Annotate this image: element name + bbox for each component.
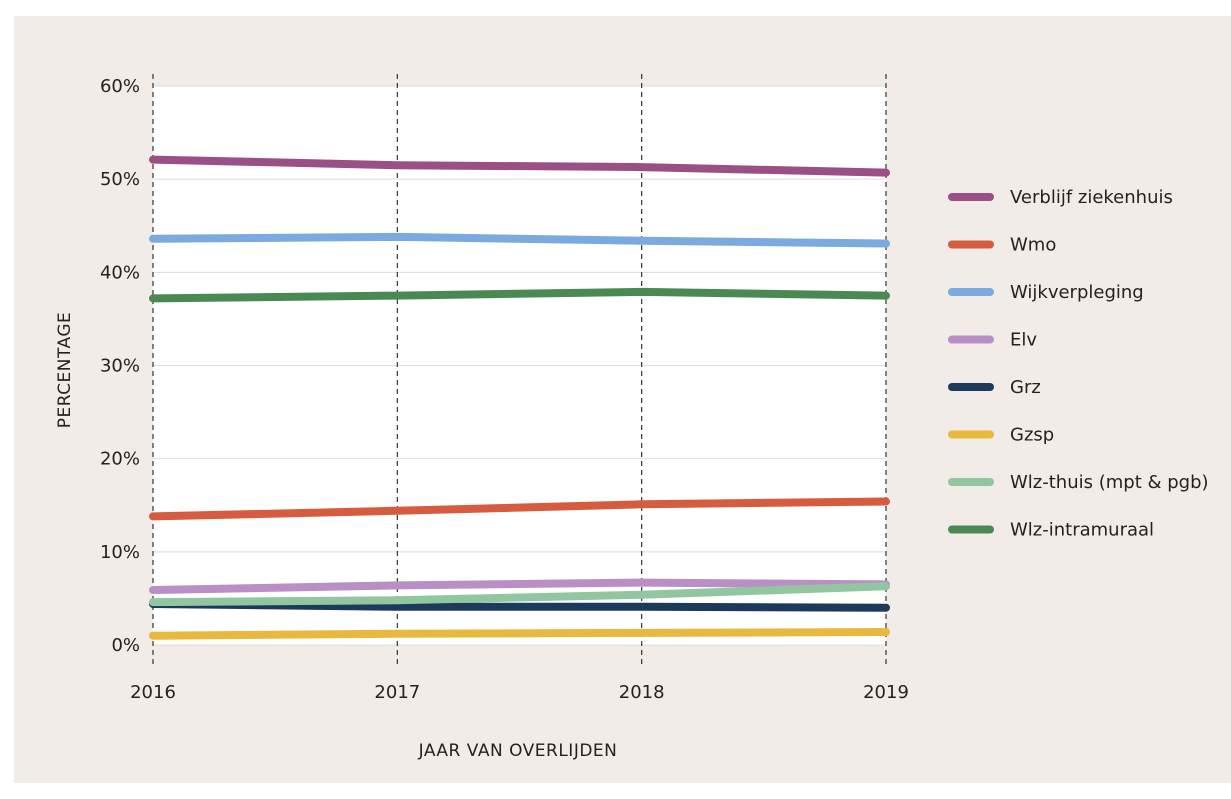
legend-label: Elv [1010,330,1037,351]
y-tick-label: 40% [100,262,140,283]
series-line-2 [149,232,890,248]
x-tick-label: 2019 [863,682,909,703]
series-lines [149,155,890,640]
y-tick-label: 20% [100,449,140,470]
legend-label: Wmo [1010,235,1056,256]
y-tick-label: 60% [100,76,140,97]
series-line-5 [149,628,890,640]
y-tick-label: 0% [111,635,140,656]
x-axis-title: JAAR VAN OVERLIJDEN [418,741,618,761]
y-tick-labels: 0% 10% 20% 30% 40% 50% 60% [100,76,140,656]
series-line-3 [149,578,890,594]
series-line-6 [149,582,890,607]
legend-label: Wlz-intramuraal [1010,520,1154,541]
series-line-0 [149,155,890,177]
legend-label: Wijkverpleging [1010,282,1144,303]
series-line-7 [149,287,890,303]
legend-label: Verblijf ziekenhuis [1010,187,1173,208]
legend: Verblijf ziekenhuis Wmo Wijkverpleging Elv G… [948,187,1209,541]
horizontal-gridlines [153,85,886,646]
series-line-4 [149,600,890,612]
y-tick-label: 30% [100,356,140,377]
y-tick-label: 10% [100,542,140,563]
x-tick-label: 2017 [374,682,420,703]
legend-label: Gzsp [1010,425,1054,446]
series-line-1 [149,497,890,521]
y-axis-title: PERCENTAGE [55,312,75,429]
legend-label: Wlz-thuis (mpt & pgb) [1010,472,1209,493]
x-tick-labels: 2016 2017 2018 2019 [130,682,909,703]
y-tick-label: 50% [100,169,140,190]
x-tick-label: 2018 [619,682,665,703]
x-tick-label: 2016 [130,682,176,703]
legend-label: Grz [1010,377,1041,398]
